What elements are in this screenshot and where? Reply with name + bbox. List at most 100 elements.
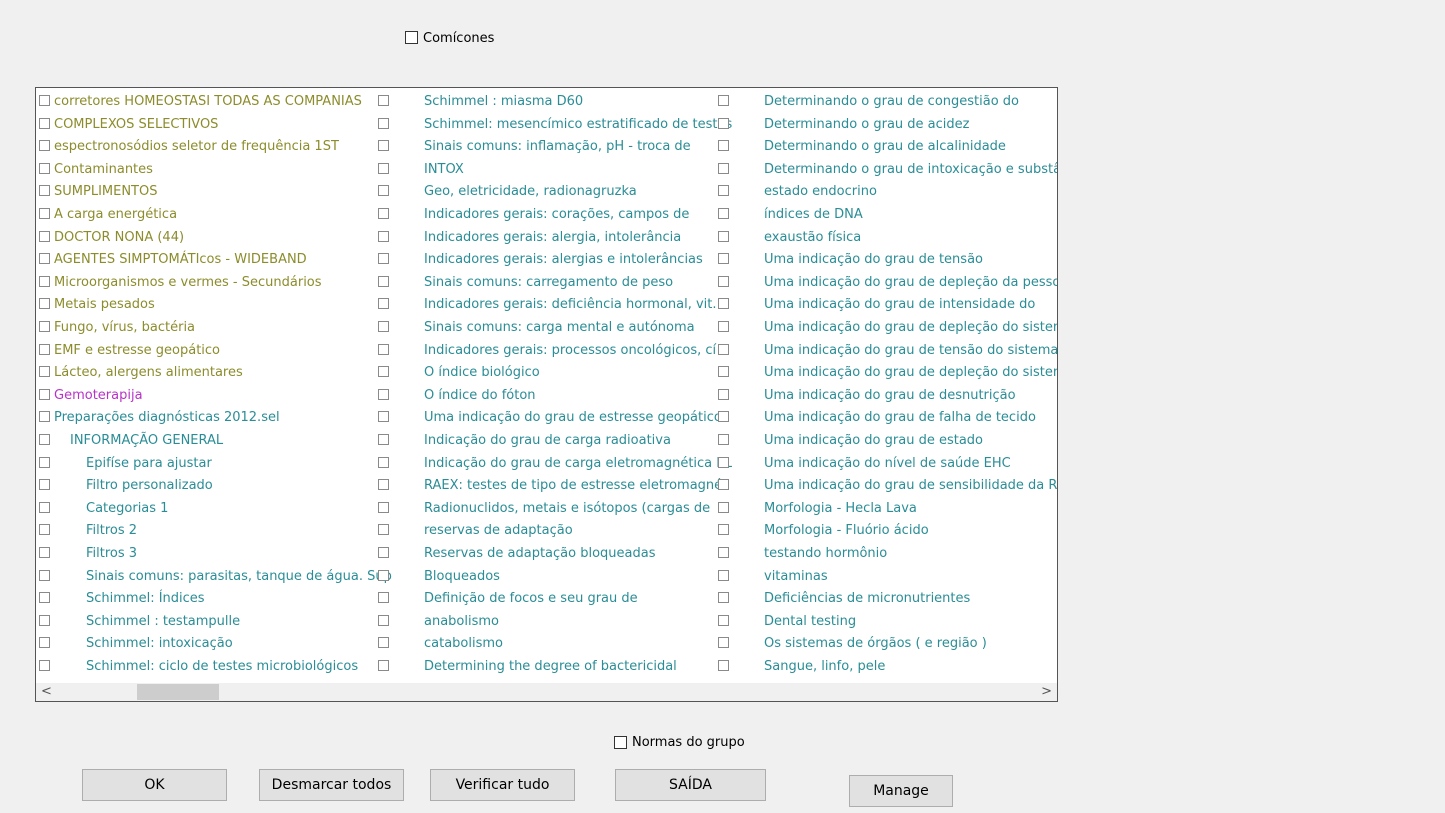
list-item-label[interactable]: espectronosódios seletor de frequência 1… [54,139,339,155]
list-item-label[interactable]: Determinando o grau de alcalinidade [764,139,1006,155]
list-item-checkbox[interactable] [39,230,50,242]
list-item-checkbox[interactable] [718,388,729,400]
list-item-checkbox[interactable] [378,185,389,197]
list-item-label[interactable]: Indicação do grau de carga radioativa [424,433,671,448]
list-item-label[interactable]: Uma indicação do grau de depleção da pes… [764,274,1058,290]
list-item-checkbox[interactable] [378,253,389,265]
list-item-label[interactable]: DOCTOR NONA (44) [54,229,185,245]
category-list[interactable]: corretores HOMEOSTASI TODAS AS COMPANIAS… [35,87,1058,702]
list-item-label[interactable]: A carga energética [54,207,178,222]
list-item-checkbox[interactable] [718,547,729,558]
list-item-label[interactable]: Fungo, vírus, bactéria [54,320,196,335]
list-item-checkbox[interactable] [718,456,729,468]
list-item-label[interactable]: SUMPLIMENTOS [54,184,158,200]
list-item-label[interactable]: Microorganismos e vermes - Secundários [54,274,322,290]
list-item-checkbox[interactable] [39,366,50,378]
list-item-checkbox[interactable] [39,660,50,671]
list-item-label[interactable]: Determinando o grau de congestião do [764,94,1020,109]
list-item-label[interactable]: Determinando o grau de intoxicação e sub… [764,161,1058,177]
check-all-button[interactable]: Verificar tudo [430,769,575,801]
list-item-checkbox[interactable] [718,411,729,423]
list-item-label[interactable]: Schimmel : miasma D60 [424,94,584,109]
list-item-checkbox[interactable] [718,185,729,197]
list-item-checkbox[interactable] [718,343,729,355]
list-item-label[interactable]: Indicadores gerais: corações, campos de [424,207,690,222]
list-item-checkbox[interactable] [378,321,389,332]
list-item-checkbox[interactable] [39,411,50,423]
list-item-checkbox[interactable] [39,524,50,536]
list-item-label[interactable]: Os sistemas de órgãos ( e região ) [764,636,987,652]
list-item-checkbox[interactable] [378,524,389,536]
list-item-checkbox[interactable] [39,614,50,626]
list-item-label[interactable]: exaustão física [764,229,862,245]
list-item-label[interactable]: INTOX [424,161,464,177]
list-item-label[interactable]: Radionuclidos, metais e isótopos (cargas… [424,500,711,516]
list-item-label[interactable]: anabolismo [424,613,499,629]
horizontal-scrollbar[interactable]: < > [36,683,1057,701]
list-item-checkbox[interactable] [39,208,50,219]
list-item-checkbox[interactable] [378,275,389,287]
list-item-label[interactable]: Sinais comuns: carga mental e autónoma [424,320,695,335]
list-item-label[interactable]: Schimmel: Índices [86,591,205,607]
list-item-checkbox[interactable] [378,343,389,355]
list-item-checkbox[interactable] [718,637,729,649]
list-item-label[interactable]: Schimmel: ciclo de testes microbiológico… [86,659,359,674]
list-item-checkbox[interactable] [378,95,389,106]
scroll-right-arrow-icon[interactable]: > [1041,684,1052,699]
list-item-label[interactable]: Uma indicação do grau de estado [764,433,984,448]
list-item-checkbox[interactable] [39,479,50,491]
list-item-label[interactable]: Definição de focos e seu grau de [424,591,638,607]
list-item-label[interactable]: Indicadores gerais: deficiência hormonal… [424,297,717,313]
list-item-label[interactable]: reservas de adaptação [424,523,573,539]
list-item-checkbox[interactable] [39,343,50,355]
list-item-label[interactable]: Uma indicação do nível de saúde EHC [764,455,1011,471]
list-item-checkbox[interactable] [718,298,729,310]
list-item-checkbox[interactable] [39,434,50,445]
list-item-label[interactable]: COMPLEXOS SELECTIVOS [54,116,219,132]
list-item-checkbox[interactable] [718,614,729,626]
list-item-label[interactable]: índices de DNA [764,207,863,222]
list-item-checkbox[interactable] [378,388,389,400]
list-item-checkbox[interactable] [718,208,729,219]
list-item-label[interactable]: estado endocrino [764,184,877,200]
ok-button[interactable]: OK [82,769,227,801]
list-item-label[interactable]: Determining the degree of bactericidal [424,659,677,674]
list-item-label[interactable]: Uma indicação do grau de desnutrição [764,387,1016,403]
list-item-checkbox[interactable] [718,162,729,174]
list-item-label[interactable]: Filtros 2 [86,523,138,539]
list-item-checkbox[interactable] [718,95,729,106]
list-item-label[interactable]: O índice do fóton [424,387,536,403]
list-item-label[interactable]: testando hormônio [764,546,888,561]
list-item-checkbox[interactable] [718,434,729,445]
list-item-label[interactable]: INFORMAÇÃO GENERAL [70,433,224,448]
list-item-checkbox[interactable] [39,253,50,265]
list-item-checkbox[interactable] [378,230,389,242]
list-item-checkbox[interactable] [378,140,389,152]
list-item-checkbox[interactable] [378,162,389,174]
list-item-checkbox[interactable] [378,366,389,378]
list-item-checkbox[interactable] [39,501,50,513]
list-item-label[interactable]: Morfologia - Hecla Lava [764,500,917,516]
list-item-label[interactable]: Morfologia - Fluório ácido [764,523,929,539]
list-item-checkbox[interactable] [718,569,729,581]
list-item-checkbox[interactable] [39,637,50,649]
list-item-checkbox[interactable] [378,592,389,604]
list-item-label[interactable]: Lácteo, alergens alimentares [54,365,243,381]
list-item-checkbox[interactable] [39,321,50,332]
list-item-checkbox[interactable] [39,388,50,400]
list-item-checkbox[interactable] [718,230,729,242]
list-item-label[interactable]: Schimmel: mesencímico estratificado de t… [424,116,733,132]
list-item-checkbox[interactable] [718,275,729,287]
list-item-checkbox[interactable] [718,524,729,536]
list-item-checkbox[interactable] [378,479,389,491]
list-item-label[interactable]: Gemoterapija [54,387,143,403]
list-item-checkbox[interactable] [718,140,729,152]
list-item-checkbox[interactable] [718,592,729,604]
list-item-label[interactable]: Determinando o grau de acidez [764,116,970,132]
list-item-label[interactable]: Bloqueados [424,568,500,584]
list-item-label[interactable]: Filtro personalizado [86,478,213,494]
list-item-checkbox[interactable] [39,298,50,310]
list-item-checkbox[interactable] [378,434,389,445]
group-norms-checkbox[interactable] [614,736,627,749]
exit-button[interactable]: SAÍDA [615,769,766,801]
